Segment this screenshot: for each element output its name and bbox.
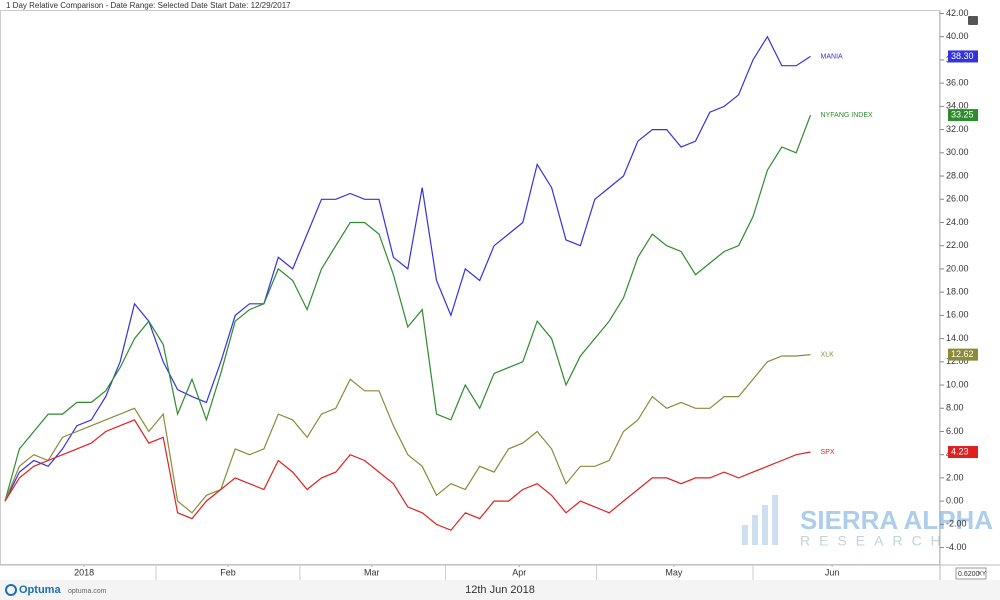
y-tick-label: 32.00 [946, 124, 969, 134]
y-tick-label: -4.00 [946, 542, 967, 552]
x-tick-label: Apr [512, 567, 526, 577]
brand-icon [5, 584, 17, 596]
y-tick-label: 28.00 [946, 170, 969, 180]
brand-site: optuma.com [68, 588, 107, 595]
y-tick-label: 42.00 [946, 8, 969, 18]
watermark-bar [742, 525, 748, 545]
series-line [4, 35, 811, 502]
value-badge [948, 50, 978, 63]
series-name: NYFANG INDEX [821, 112, 873, 119]
footer-date: 12th Jun 2018 [465, 584, 535, 596]
watermark-bar [762, 505, 768, 545]
y-tick-label: 26.00 [946, 194, 969, 204]
lock-icon[interactable] [968, 16, 978, 25]
watermark-bar [752, 515, 758, 545]
x-tick-label: May [665, 567, 683, 577]
brand: Optuma [19, 584, 61, 596]
y-tick-label: 10.00 [946, 379, 969, 389]
value-label: 33.25 [951, 109, 974, 119]
value-badge [948, 109, 978, 122]
y-tick-label: 30.00 [946, 147, 969, 157]
x-tick-label: Mar [364, 567, 380, 577]
x-tick-label: Jun [825, 567, 840, 577]
value-badge [948, 348, 978, 361]
y-tick-label: 6.00 [946, 426, 964, 436]
y-tick-label: 0.00 [946, 496, 964, 506]
watermark: SIERRA ALPHA RESEARCH [742, 495, 993, 549]
value-badge [948, 446, 978, 459]
y-tick-label: 24.00 [946, 217, 969, 227]
y-tick-label: 18.00 [946, 287, 969, 297]
x-tick-label: 2018 [74, 567, 94, 577]
corner-value: 0.6200 [958, 571, 980, 578]
y-tick-label: 36.00 [946, 78, 969, 88]
y-tick-label: -2.00 [946, 519, 967, 529]
watermark-bar [772, 495, 778, 545]
series-line [4, 114, 812, 502]
series-name: XLK [821, 351, 835, 358]
header: 1 Day Relative Comparison - Date Range: … [6, 1, 291, 10]
y-tick-label: 2.00 [946, 472, 964, 482]
value-label: 38.30 [951, 51, 974, 61]
watermark-text: SIERRA ALPHA [800, 505, 993, 535]
y-tick-label: 12.00 [946, 356, 969, 366]
series-line [4, 354, 811, 514]
footer-bar [0, 580, 1000, 600]
value-label: 4.23 [951, 446, 969, 456]
y-tick-label: 22.00 [946, 240, 969, 250]
y-tick-label: 34.00 [946, 101, 969, 111]
y-tick-label: 14.00 [946, 333, 969, 343]
corner-mode: XY [978, 572, 986, 578]
series-name: SPX [821, 449, 835, 456]
y-tick-label: 16.00 [946, 310, 969, 320]
watermark-text: RESEARCH [800, 533, 950, 549]
y-tick-label: 20.00 [946, 263, 969, 273]
y-tick-label: 8.00 [946, 403, 964, 413]
value-label: 12.62 [951, 349, 974, 359]
corner-box [955, 567, 987, 580]
y-tick-label: 40.00 [946, 31, 969, 41]
x-tick-label: Feb [220, 567, 236, 577]
series-line [4, 419, 811, 531]
series-name: MANIA [821, 53, 844, 60]
